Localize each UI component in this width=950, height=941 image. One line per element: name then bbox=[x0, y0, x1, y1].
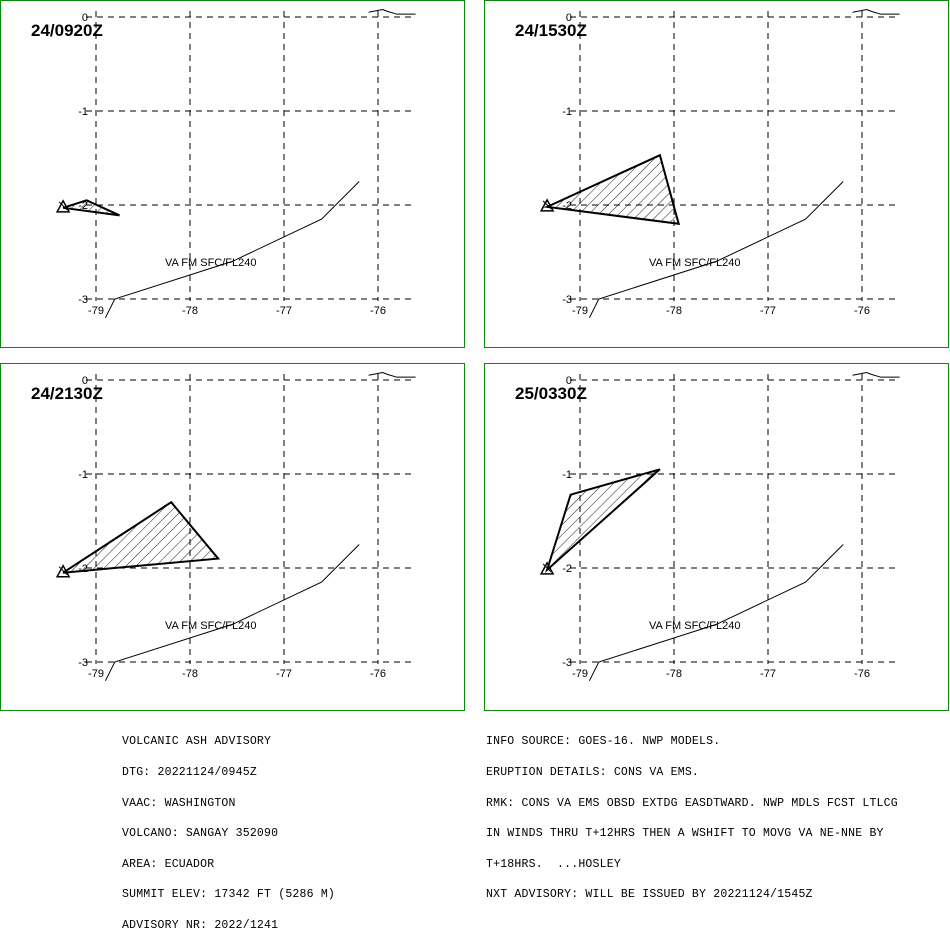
lon-tick-label: -77 bbox=[760, 305, 776, 317]
volcano-icon-mark bbox=[58, 201, 68, 211]
valid-time-label: 24/2130Z bbox=[31, 384, 103, 403]
lat-tick-label: 0 bbox=[82, 375, 88, 387]
advisory-line: VAAC: WASHINGTON bbox=[122, 796, 236, 810]
advisory-header-block: VOLCANIC ASH ADVISORY DTG: 20221124/0945… bbox=[122, 717, 335, 941]
lon-tick-label: -77 bbox=[276, 668, 292, 680]
coastline-line bbox=[852, 8, 900, 15]
map-canvas-4: -79 -78 -77 -76 0 -1 -2 -3 25/0330Z VA FM SFC/FL2… bbox=[515, 371, 900, 682]
lat-tick-label: -1 bbox=[562, 469, 572, 481]
volcano-icon bbox=[539, 198, 555, 212]
volcano-icon-mark bbox=[542, 200, 552, 210]
lat-tick-label: -3 bbox=[78, 294, 88, 306]
advisory-line: DTG: 20221124/0945Z bbox=[122, 766, 257, 779]
ash-level-label: VA FM SFC/FL240 bbox=[649, 620, 741, 632]
lon-tick-label: -78 bbox=[182, 305, 198, 317]
border-line bbox=[104, 181, 360, 319]
advisory-line: AREA: ECUADOR bbox=[122, 857, 215, 871]
lon-tick-label: -79 bbox=[88, 305, 104, 317]
lat-tick-label: -3 bbox=[78, 657, 88, 669]
valid-time-label: 24/1530Z bbox=[515, 21, 587, 40]
advisory-line: ADVISORY NR: 2022/1241 bbox=[122, 918, 279, 932]
advisory-line: NXT ADVISORY: WILL BE ISSUED BY 20221124… bbox=[486, 888, 813, 902]
advisory-line: VOLCANIC ASH ADVISORY bbox=[122, 735, 272, 749]
ash-cloud-polygon bbox=[545, 468, 661, 574]
advisory-line: SUMMIT ELEV: 17342 FT (5286 M) bbox=[122, 888, 336, 902]
advisory-line: IN WINDS THRU T+12HRS THEN A WSHIFT TO M… bbox=[486, 827, 884, 841]
volcano-icon bbox=[539, 561, 555, 575]
ash-cloud-polygon bbox=[62, 500, 221, 574]
coastline-line bbox=[368, 8, 416, 15]
border-line bbox=[588, 181, 844, 319]
ash-cloud-polygon bbox=[543, 153, 681, 225]
lon-tick-label: -78 bbox=[666, 305, 682, 317]
lat-tick-label: -1 bbox=[78, 106, 88, 118]
lon-tick-label: -79 bbox=[88, 668, 104, 680]
ash-level-label: VA FM SFC/FL240 bbox=[165, 257, 257, 269]
coastline-line bbox=[852, 371, 900, 378]
advisory-line: INFO SOURCE: GOES-16. NWP MODELS. bbox=[486, 735, 721, 749]
lon-tick-label: -76 bbox=[370, 668, 386, 680]
advisory-line: VOLCANO: SANGAY 352090 bbox=[122, 827, 279, 841]
lon-tick-label: -78 bbox=[182, 668, 198, 680]
volcano-icon-mark bbox=[542, 563, 552, 573]
advisory-line: ERUPTION DETAILS: CONS VA EMS. bbox=[486, 766, 700, 779]
coastline-line bbox=[368, 371, 416, 378]
lon-tick-label: -79 bbox=[572, 668, 588, 680]
lon-tick-label: -76 bbox=[854, 668, 870, 680]
lat-tick-label: -3 bbox=[562, 294, 572, 306]
lat-tick-label: 0 bbox=[566, 375, 572, 387]
forecast-panel-4: -79 -78 -77 -76 0 -1 -2 -3 25/0330Z VA FM SFC/FL2… bbox=[484, 363, 949, 711]
ash-cloud-polygon bbox=[62, 199, 120, 217]
advisory-line: RMK: CONS VA EMS OBSD EXTDG EASDTWARD. N… bbox=[486, 796, 898, 810]
valid-time-label: 24/0920Z bbox=[31, 21, 103, 40]
lon-tick-label: -79 bbox=[572, 305, 588, 317]
ash-level-label: VA FM SFC/FL240 bbox=[649, 257, 741, 269]
lon-tick-label: -76 bbox=[370, 305, 386, 317]
volcano-icon-mark bbox=[58, 566, 68, 576]
lat-tick-label: -1 bbox=[78, 469, 88, 481]
advisory-remarks-block: INFO SOURCE: GOES-16. NWP MODELS. ERUPTI… bbox=[486, 717, 898, 911]
border-line bbox=[104, 544, 360, 682]
lat-tick-label: 0 bbox=[566, 12, 572, 24]
lat-tick-label: -2 bbox=[562, 563, 572, 575]
lat-tick-label: 0 bbox=[82, 12, 88, 24]
volcano-icon bbox=[55, 564, 71, 578]
advisory-line: T+18HRS. ...HOSLEY bbox=[486, 857, 621, 871]
ash-level-label: VA FM SFC/FL240 bbox=[165, 620, 257, 632]
lon-tick-label: -76 bbox=[854, 305, 870, 317]
valid-time-label: 25/0330Z bbox=[515, 384, 587, 403]
border-line bbox=[588, 544, 844, 682]
lat-tick-label: -1 bbox=[562, 106, 572, 118]
lon-tick-label: -78 bbox=[666, 668, 682, 680]
lon-tick-label: -77 bbox=[276, 305, 292, 317]
volcano-icon bbox=[55, 199, 71, 213]
lon-tick-label: -77 bbox=[760, 668, 776, 680]
lat-tick-label: -3 bbox=[562, 657, 572, 669]
